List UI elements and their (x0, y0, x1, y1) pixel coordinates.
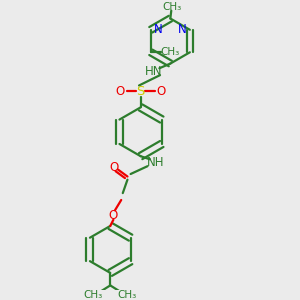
Text: CH₃: CH₃ (118, 290, 137, 300)
Text: N: N (178, 23, 186, 36)
Text: CH₃: CH₃ (162, 2, 182, 12)
Text: S: S (136, 85, 145, 98)
Text: O: O (109, 208, 118, 221)
Text: NH: NH (147, 156, 164, 169)
Text: HN: HN (144, 65, 162, 78)
Text: O: O (116, 85, 125, 98)
Text: O: O (156, 85, 166, 98)
Text: CH₃: CH₃ (160, 47, 179, 57)
Text: N: N (154, 23, 163, 36)
Text: O: O (110, 160, 119, 174)
Text: CH₃: CH₃ (83, 290, 103, 300)
